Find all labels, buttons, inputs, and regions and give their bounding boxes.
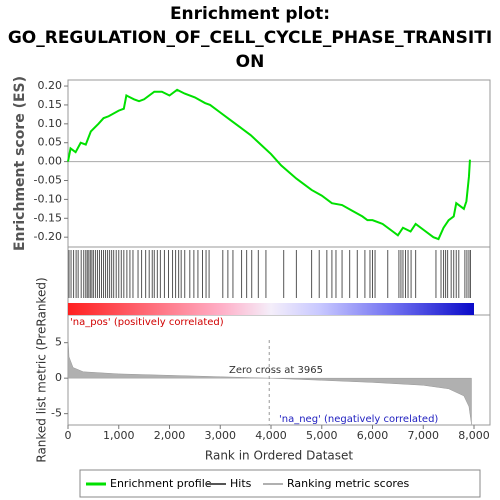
x-tick-label: 7,000 [408, 429, 440, 442]
x-axis-label: Rank in Ordered Dataset [205, 449, 353, 463]
x-tick-label: 0 [65, 429, 72, 442]
y-tick-label: -0.15 [34, 211, 62, 224]
enrichment-line [67, 88, 471, 241]
y-tick-label: 0.05 [38, 136, 63, 149]
annotation: Zero cross at 3965 [229, 365, 323, 376]
x-tick-label: 1,000 [103, 429, 135, 442]
y-tick-label: -0.05 [34, 174, 62, 187]
legend-label: Ranking metric scores [287, 477, 409, 490]
legend-label: Hits [230, 477, 252, 490]
chart-title: GO_REGULATION_OF_CELL_CYCLE_PHASE_TRANSI… [8, 28, 492, 48]
x-tick-label: 6,000 [357, 429, 389, 442]
y-tick-label: 0.10 [38, 117, 63, 130]
plot-frame [67, 79, 491, 426]
y-axis-label: Ranked list metric (PreRanked) [35, 277, 49, 462]
y-tick-label: 0.20 [38, 79, 63, 92]
y-tick-label: 0.15 [38, 98, 63, 111]
legend-label: Enrichment profile [110, 477, 212, 490]
y-tick-label: 0 [55, 371, 62, 384]
chart-title: ON [236, 52, 265, 72]
x-tick-label: 4,000 [255, 429, 287, 442]
legend-box [79, 469, 481, 498]
y-tick-label: -0.20 [34, 230, 62, 243]
x-tick-label: 2,000 [154, 429, 186, 442]
metric-area [67, 335, 472, 425]
chart-title: Enrichment plot: [170, 4, 330, 24]
x-tick-label: 5,000 [306, 429, 338, 442]
y-tick-label: -5 [51, 407, 62, 420]
x-tick-label: 8,000 [458, 429, 490, 442]
annotation: 'na_pos' (positively correlated) [70, 317, 224, 328]
color-bar [68, 303, 474, 315]
x-tick-label: 3,000 [205, 429, 237, 442]
annotation: 'na_neg' (negatively correlated) [279, 414, 438, 425]
y-tick-label: 0.00 [38, 155, 63, 168]
y-axis-label: Enrichment score (ES) [12, 76, 28, 251]
y-tick-label: 5 [55, 336, 62, 349]
y-tick-label: -0.10 [34, 192, 62, 205]
